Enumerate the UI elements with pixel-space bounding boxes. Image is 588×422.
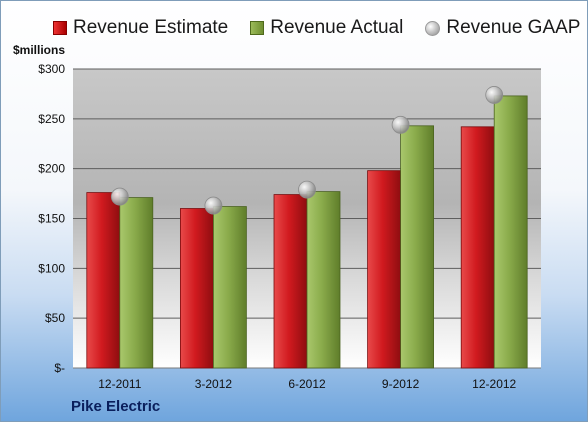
bar-revenue-estimate	[367, 170, 402, 369]
bar-revenue-actual	[119, 197, 154, 369]
y-tick-label: $250	[38, 112, 65, 126]
x-tick-label: 12-2011	[98, 377, 141, 391]
bar-revenue-actual	[212, 206, 247, 369]
legend-swatch-estimate	[53, 21, 67, 35]
x-tick-label: 6-2012	[288, 377, 326, 391]
legend-label-actual: Revenue Actual	[270, 17, 404, 38]
bar-revenue-actual	[306, 191, 341, 369]
y-tick-label: $100	[38, 261, 65, 275]
bar-revenue-actual	[400, 125, 435, 369]
legend-swatch-gaap	[425, 20, 441, 36]
bar-revenue-estimate	[86, 192, 121, 369]
y-tick-label: $-	[54, 361, 65, 375]
x-tick-label: 12-2012	[472, 377, 516, 391]
bar-revenue-estimate	[460, 126, 495, 369]
y-tick-label: $50	[45, 311, 65, 325]
y-axis-unit-label: $millions	[13, 43, 66, 57]
legend-label-estimate: Revenue Estimate	[73, 17, 229, 38]
point-revenue-gaap	[391, 115, 410, 134]
legend-label-gaap: Revenue GAAP	[446, 17, 581, 38]
company-name: Pike Electric	[71, 398, 161, 415]
y-tick-label: $150	[38, 212, 65, 226]
x-tick-label: 3-2012	[195, 377, 233, 391]
x-tick-label: 9-2012	[382, 377, 420, 391]
point-revenue-gaap	[298, 180, 316, 199]
point-revenue-gaap	[204, 196, 223, 215]
bar-revenue-estimate	[273, 194, 308, 369]
bar-revenue-actual	[493, 95, 528, 369]
point-revenue-gaap	[485, 86, 504, 104]
legend-swatch-actual	[250, 21, 265, 35]
legend: Revenue Estimate Revenue Actual Revenue …	[53, 17, 580, 39]
legend-item-actual: Revenue Actual	[250, 17, 403, 39]
bar-revenue-estimate	[179, 208, 214, 369]
point-revenue-gaap	[110, 187, 129, 206]
legend-item-gaap: Revenue GAAP	[425, 17, 580, 39]
legend-item-estimate: Revenue Estimate	[53, 17, 228, 39]
y-tick-label: $200	[38, 162, 65, 176]
y-tick-label: $300	[38, 62, 65, 76]
